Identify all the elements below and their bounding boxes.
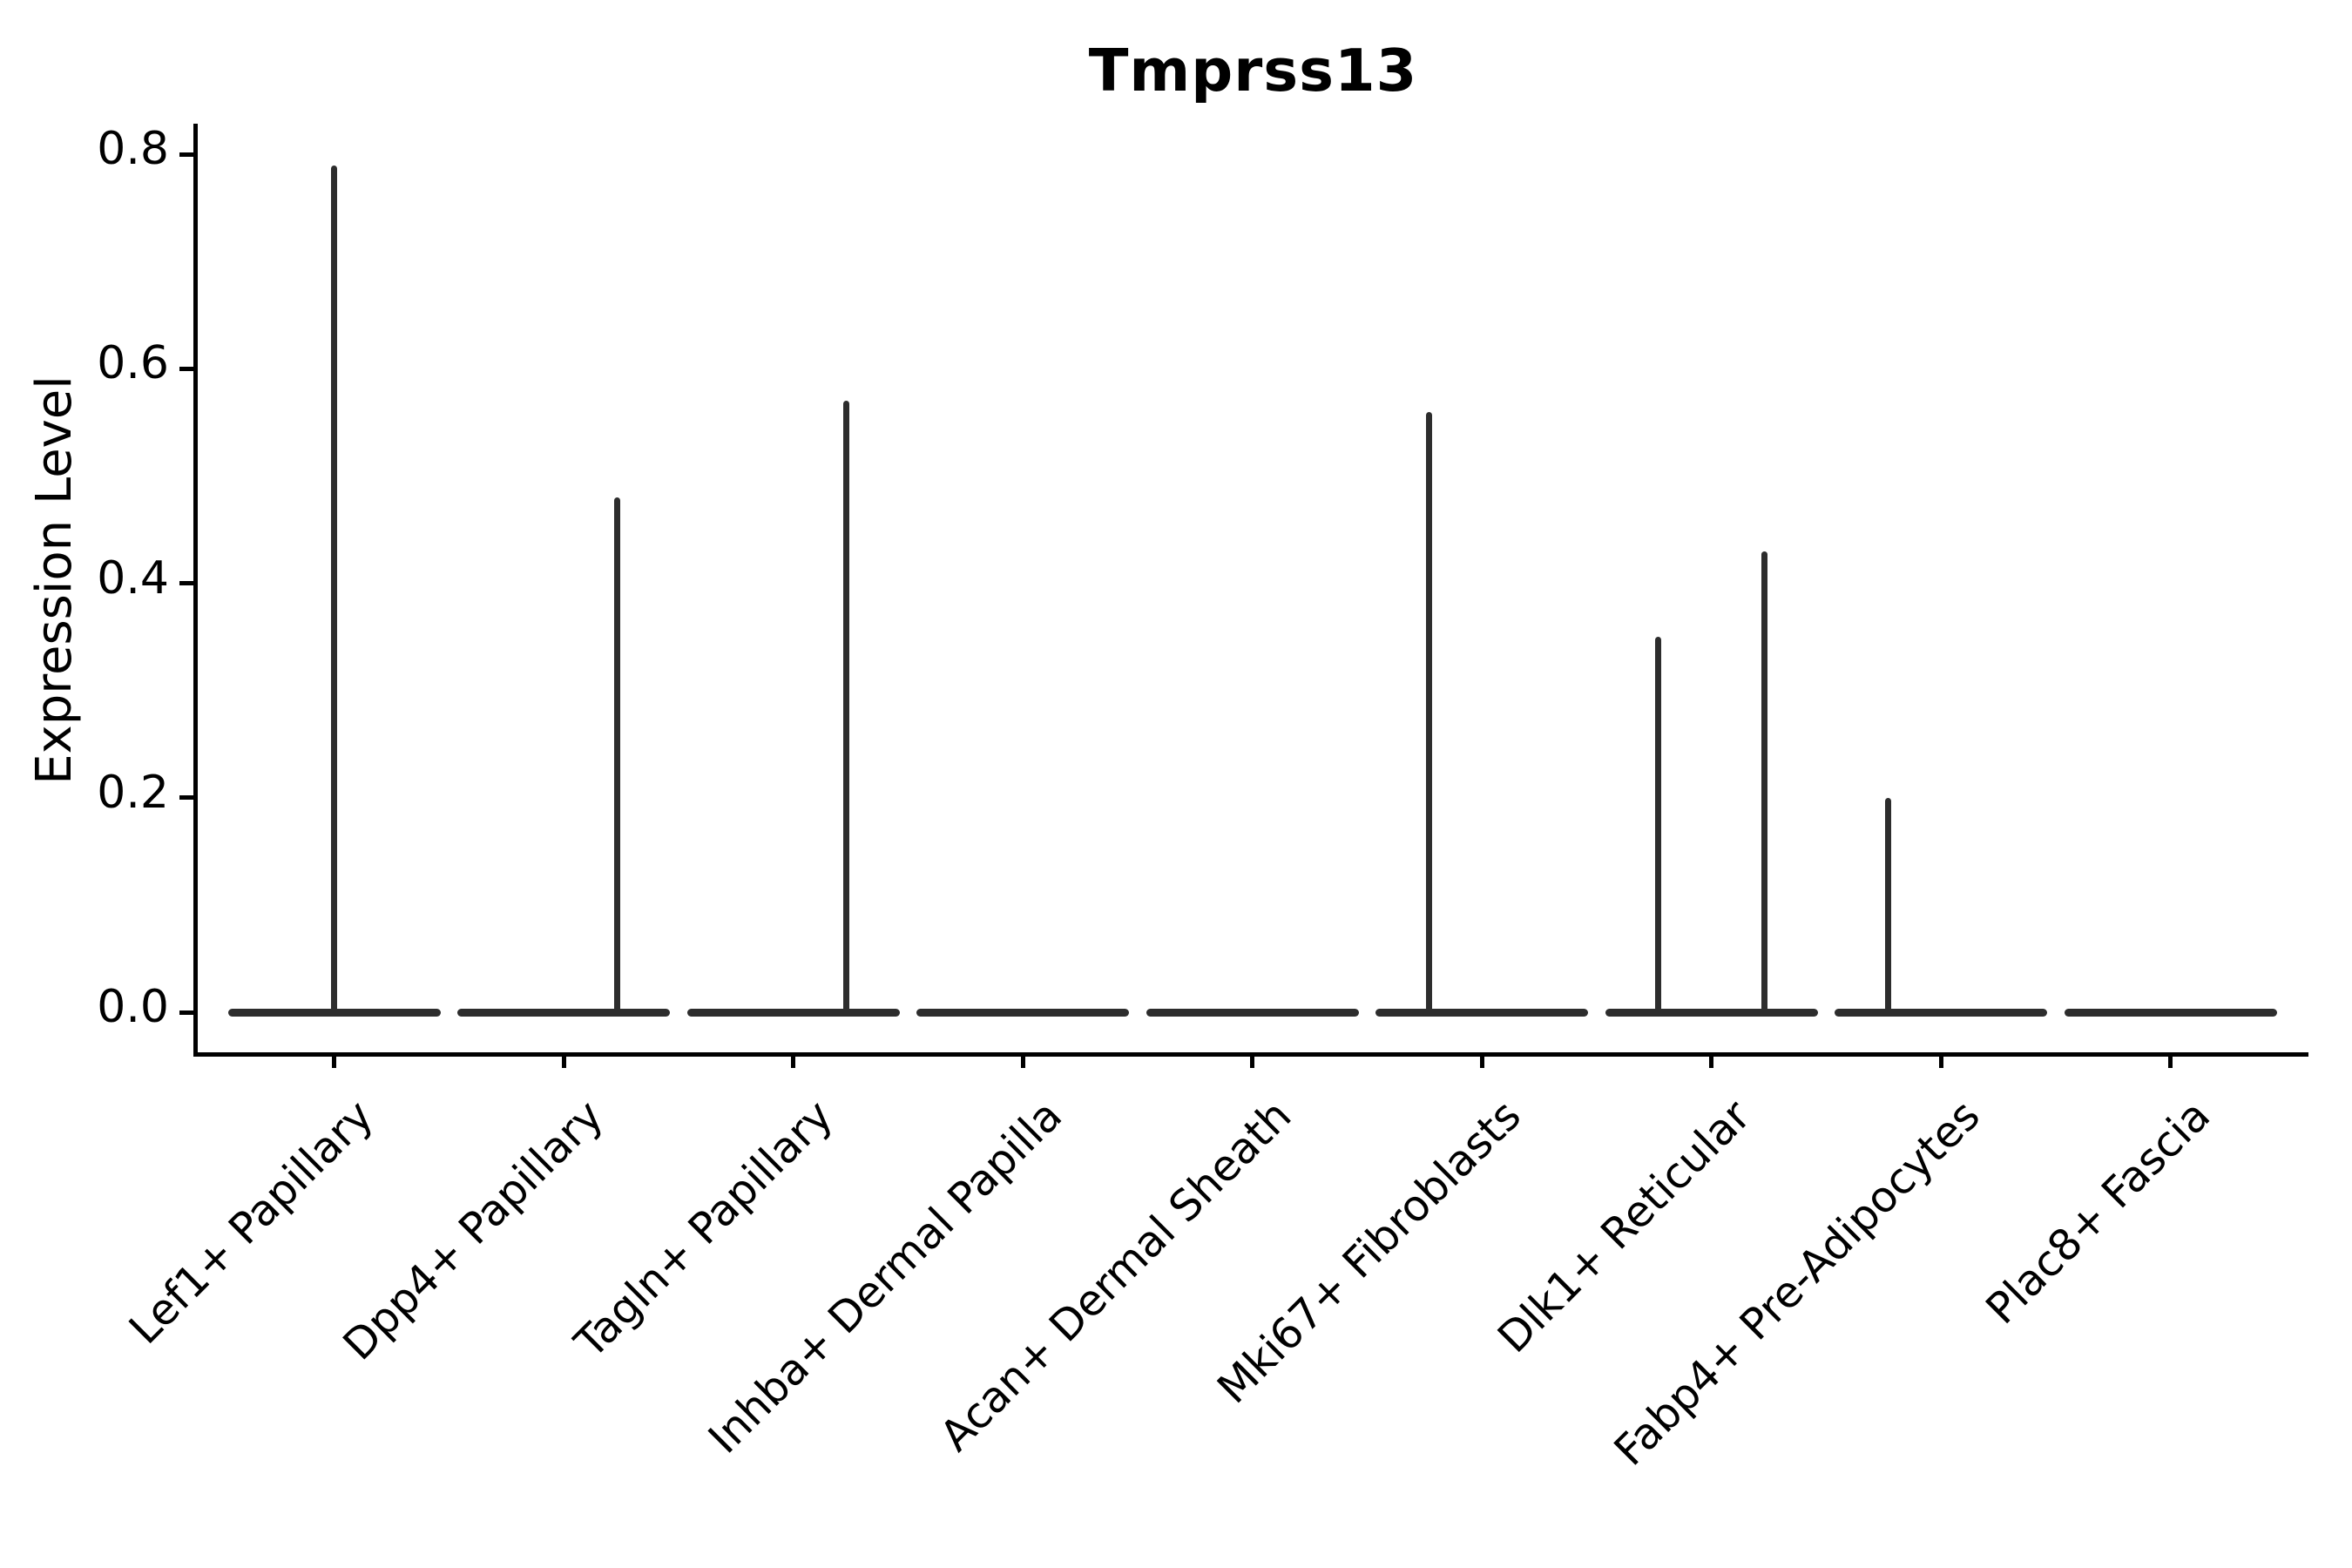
- violin-spike: [1884, 797, 1891, 1014]
- x-tick-label: Plac8+ Fascia: [1976, 1091, 2220, 1335]
- violin-body: [916, 1008, 1129, 1017]
- violin-spike: [331, 165, 337, 1014]
- y-tick-label: 0.4: [97, 551, 169, 605]
- y-tick-mark: [179, 152, 198, 157]
- x-tick-mark: [561, 1052, 566, 1068]
- x-tick-mark: [1250, 1052, 1254, 1068]
- y-tick-mark: [179, 366, 198, 371]
- y-tick-label: 0.2: [97, 766, 169, 819]
- violin-body: [457, 1008, 670, 1017]
- y-tick-mark: [179, 1010, 198, 1015]
- y-tick-label: 0.6: [97, 337, 169, 390]
- y-tick-mark: [179, 581, 198, 586]
- violin-spike: [843, 401, 849, 1014]
- x-tick-mark: [2168, 1052, 2173, 1068]
- x-tick-label: Dlk1+ Reticular: [1488, 1091, 1761, 1362]
- x-tick-label: Lef1+ Papillary: [119, 1091, 383, 1355]
- violin-spike: [613, 497, 620, 1014]
- x-tick-mark: [791, 1052, 795, 1068]
- x-tick-mark: [1938, 1052, 1943, 1068]
- x-tick-mark: [1479, 1052, 1484, 1068]
- violin-spike: [1425, 411, 1432, 1014]
- x-tick-mark: [1709, 1052, 1713, 1068]
- violin-body: [1146, 1008, 1359, 1017]
- x-tick-label: Fabp4+ Pre-Adipocytes: [1605, 1091, 1990, 1476]
- y-tick-label: 0.8: [97, 123, 169, 176]
- violin-body: [1835, 1008, 2047, 1017]
- y-axis-spine: [193, 124, 198, 1057]
- x-tick-mark: [332, 1052, 336, 1068]
- y-tick-label: 0.0: [97, 981, 169, 1033]
- violin-spike: [1761, 551, 1767, 1014]
- x-tick-mark: [1020, 1052, 1025, 1068]
- chart-title: Tmprss13: [1088, 37, 1418, 105]
- violin-body: [1605, 1008, 1818, 1017]
- violin-spike: [1655, 637, 1661, 1014]
- y-tick-mark: [179, 795, 198, 801]
- violin-body: [686, 1008, 900, 1017]
- violin-body: [1375, 1008, 1588, 1017]
- violin-body: [2064, 1008, 2277, 1017]
